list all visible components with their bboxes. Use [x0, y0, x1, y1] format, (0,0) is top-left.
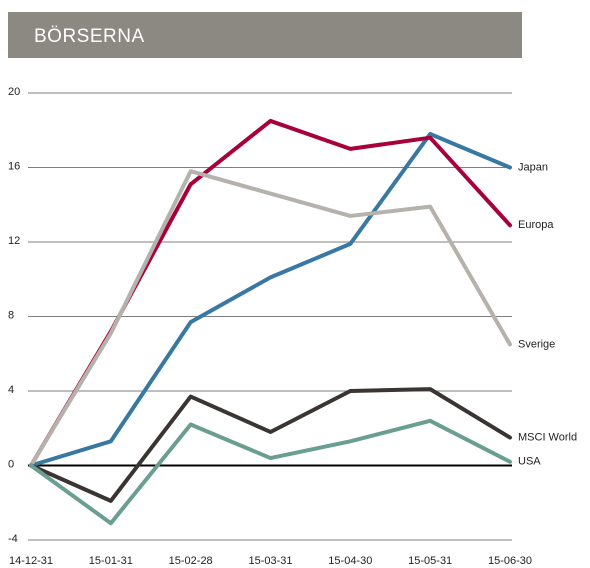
- series-label: Japan: [518, 161, 548, 173]
- header-bar: [8, 12, 522, 58]
- y-tick-label: 4: [8, 384, 14, 396]
- series-line: [29, 131, 512, 468]
- series-line: [29, 118, 512, 468]
- x-tick-label: 15-04-30: [328, 555, 372, 567]
- y-tick-label: 0: [8, 458, 14, 470]
- y-tick-label: 20: [8, 86, 20, 98]
- series-label: MSCI World: [518, 431, 577, 443]
- y-tick-label: 16: [8, 160, 20, 172]
- x-tick-label: 15-05-31: [408, 555, 452, 567]
- x-tick-label: 14-12-31: [9, 555, 53, 567]
- series-label: Sverige: [518, 338, 555, 350]
- x-tick-label: 15-03-31: [248, 555, 292, 567]
- y-tick-label: -4: [8, 533, 18, 545]
- series-line: [29, 418, 512, 526]
- series-line: [29, 169, 512, 468]
- series-line: [29, 387, 512, 503]
- x-tick-label: 15-01-31: [89, 555, 133, 567]
- series-label: USA: [518, 456, 541, 468]
- chart-title: BÖRSERNA: [34, 26, 145, 47]
- x-tick-label: 15-02-28: [169, 555, 213, 567]
- y-tick-label: 12: [8, 235, 20, 247]
- x-tick-label: 15-06-30: [488, 555, 532, 567]
- y-tick-label: 8: [8, 309, 14, 321]
- series-label: Europa: [518, 219, 554, 231]
